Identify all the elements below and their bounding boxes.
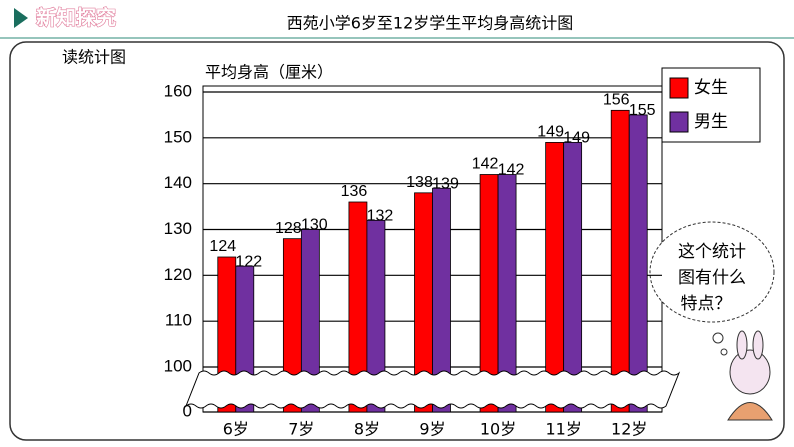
bar bbox=[610, 109, 630, 413]
y-tick-label: 160 bbox=[164, 81, 192, 100]
section-label: 读统计图 bbox=[62, 48, 126, 67]
legend-swatch bbox=[669, 111, 689, 133]
x-tick-label: 9岁 bbox=[419, 420, 445, 439]
y-tick-label: 0 bbox=[183, 401, 192, 420]
bar bbox=[432, 187, 451, 413]
value-label: 142 bbox=[472, 156, 499, 173]
value-label: 142 bbox=[498, 162, 525, 179]
value-label: 136 bbox=[341, 183, 368, 200]
legend-label: 男生 bbox=[694, 112, 728, 132]
x-tick-label: 8岁 bbox=[354, 420, 380, 439]
speech-bubble bbox=[649, 221, 775, 323]
x-tick-label: 7岁 bbox=[288, 420, 314, 439]
y-tick-label: 120 bbox=[164, 265, 192, 284]
bubble-text: 特点？ bbox=[681, 294, 732, 314]
x-tick-label: 10岁 bbox=[480, 420, 516, 439]
header-title: 新知探究 bbox=[36, 6, 116, 30]
value-label: 130 bbox=[301, 217, 328, 234]
value-label: 149 bbox=[537, 124, 564, 141]
value-label: 138 bbox=[406, 174, 433, 191]
y-tick-label: 100 bbox=[164, 356, 192, 375]
y-tick-label: 150 bbox=[164, 127, 192, 146]
value-label: 139 bbox=[432, 175, 459, 192]
header-arrow bbox=[14, 8, 28, 28]
y-tick-label: 130 bbox=[164, 219, 192, 238]
chart-title: 西苑小学6岁至12岁学生平均身高统计图 bbox=[287, 14, 574, 33]
bar bbox=[497, 174, 517, 413]
bubble-text: 图有什么 bbox=[678, 268, 746, 288]
header-bar bbox=[0, 0, 794, 38]
y-tick-label: 110 bbox=[165, 311, 192, 330]
legend-swatch bbox=[669, 77, 689, 99]
legend-label: 女生 bbox=[694, 78, 728, 98]
bubble-dot bbox=[720, 348, 728, 356]
value-label: 132 bbox=[367, 208, 394, 225]
y-axis-label: 平均身高（厘米） bbox=[205, 63, 333, 82]
value-label: 156 bbox=[603, 92, 630, 109]
x-tick-label: 11岁 bbox=[545, 420, 581, 439]
y-tick-label: 140 bbox=[164, 173, 192, 192]
x-tick-label: 6岁 bbox=[223, 420, 249, 439]
value-label: 128 bbox=[275, 220, 302, 237]
x-tick-label: 12岁 bbox=[611, 420, 647, 439]
value-label: 122 bbox=[235, 253, 262, 270]
bar bbox=[563, 142, 583, 413]
bar bbox=[366, 219, 386, 413]
bubble-dot bbox=[712, 332, 724, 344]
rabbit bbox=[727, 330, 773, 421]
bar bbox=[628, 114, 648, 413]
axis-break bbox=[184, 370, 681, 409]
value-label: 124 bbox=[209, 238, 236, 255]
bar bbox=[300, 229, 320, 413]
frame bbox=[9, 41, 785, 441]
value-label: 155 bbox=[629, 102, 656, 119]
bubble-text: 这个统计 bbox=[678, 242, 746, 262]
value-label: 149 bbox=[563, 130, 590, 147]
